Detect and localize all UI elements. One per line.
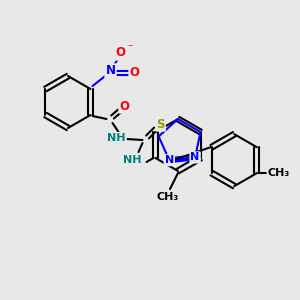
Text: ⁻: ⁻ <box>127 43 132 53</box>
Text: N: N <box>106 64 116 77</box>
Text: NH: NH <box>123 155 142 165</box>
Text: O: O <box>119 100 130 112</box>
Text: N: N <box>190 152 200 162</box>
Text: CH₃: CH₃ <box>268 168 290 178</box>
Text: CH₃: CH₃ <box>157 192 179 202</box>
Text: N: N <box>165 155 174 165</box>
Text: O: O <box>116 46 125 59</box>
Text: NH: NH <box>107 133 126 143</box>
Text: S: S <box>156 118 165 130</box>
Text: O: O <box>130 67 140 80</box>
